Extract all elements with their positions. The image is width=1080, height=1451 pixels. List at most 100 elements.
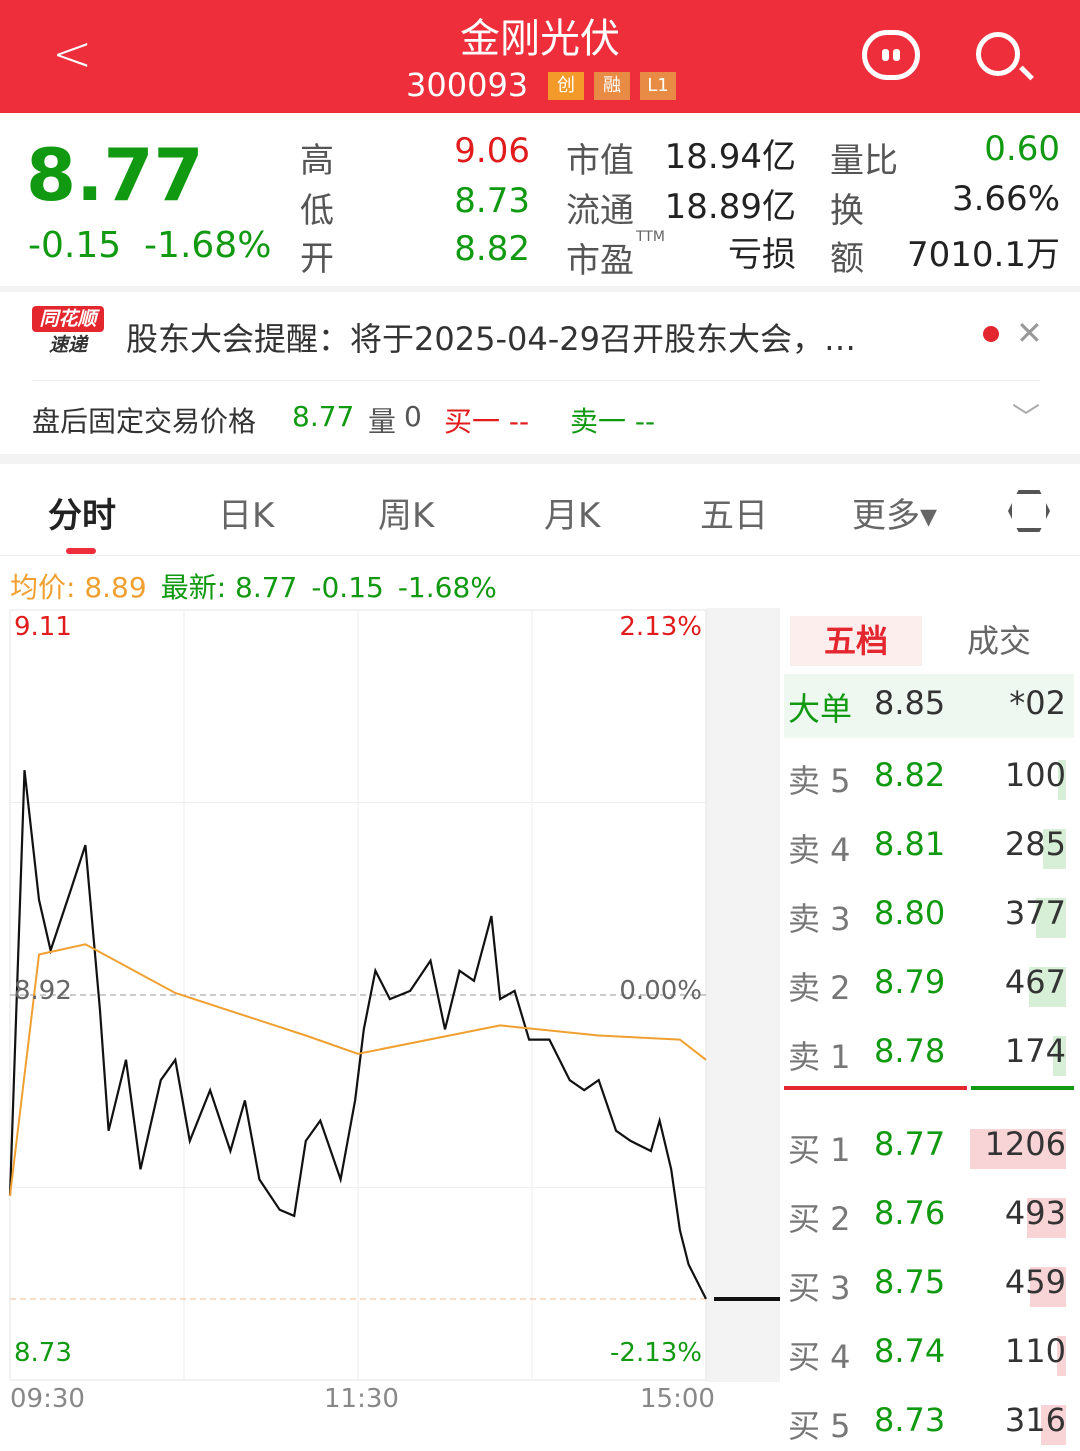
y-pct-mid: 0.00% <box>619 976 702 1006</box>
big-order-row: 大单 8.85 *02 <box>784 674 1074 738</box>
price-change: -0.15 -1.68% <box>28 225 271 266</box>
ask-label: 卖 3 <box>788 900 851 938</box>
ask-volume-bar <box>1036 898 1066 938</box>
after-hours-vol-label: 量 <box>368 405 397 438</box>
quote-panel: 8.77 -0.15 -1.68% 高 低 开 9.06 8.73 8.82 市… <box>0 113 1080 290</box>
ask-volume-bar <box>1043 829 1066 869</box>
tab-five-day[interactable]: 五日 <box>700 496 768 536</box>
ask-row: 卖 5 8.82 100 <box>784 746 1074 806</box>
tab-intraday[interactable]: 分时 <box>48 496 116 536</box>
legend-latest: 最新: 8.77 <box>160 571 298 604</box>
low-label: 低 <box>300 191 334 231</box>
ask-volume: 285 <box>1004 825 1066 863</box>
pe-ttm-label: TTM <box>636 229 665 245</box>
logo-bottom: 速递 <box>48 334 87 356</box>
y-label-top: 9.11 <box>14 612 72 642</box>
bid-volume-bar <box>970 1129 1066 1169</box>
divider <box>0 286 1080 292</box>
ask-volume: 467 <box>1004 963 1066 1001</box>
search-icon[interactable] <box>976 32 1020 76</box>
pe-label: 市盈 <box>566 241 634 281</box>
after-hours-row[interactable]: 盘后固定交易价格 8.77 量 0 买一 -- 卖一 -- ﹀ <box>0 400 1080 440</box>
current-price: 8.77 <box>26 133 204 217</box>
bid-label: 买 4 <box>788 1338 851 1376</box>
bid-row: 买 3 8.75 459 <box>784 1253 1074 1313</box>
x-label-noon: 11:30 <box>324 1384 399 1414</box>
y-pct-top: 2.13% <box>619 612 702 642</box>
badge-chuang: 创 <box>548 72 584 100</box>
ask-label: 卖 4 <box>788 831 851 869</box>
mktcap-label: 市值 <box>566 141 634 181</box>
big-order-vol: *02 <box>1009 684 1066 722</box>
bid-price: 8.76 <box>874 1194 946 1232</box>
x-label-close: 15:00 <box>640 1384 715 1414</box>
tab-more[interactable]: 更多▾ <box>852 496 938 536</box>
ask-price: 8.79 <box>874 963 946 1001</box>
divider <box>0 454 1080 464</box>
settings-gear-icon[interactable] <box>1008 490 1050 532</box>
tab-daily-k[interactable]: 日K <box>218 496 275 536</box>
assistant-robot-icon[interactable] <box>862 30 920 80</box>
tab-weekly-k[interactable]: 周K <box>378 496 435 536</box>
tab-monthly-k[interactable]: 月K <box>544 496 601 536</box>
chevron-down-icon[interactable]: ﹀ <box>1012 401 1041 434</box>
bid-volume: 316 <box>1004 1401 1066 1439</box>
ask-price: 8.82 <box>874 756 946 794</box>
bid-row: 买 2 8.76 493 <box>784 1184 1074 1244</box>
after-hours-area <box>706 608 780 1382</box>
legend-pct: -1.68% <box>397 571 497 604</box>
pe-value: 亏损 <box>728 235 796 275</box>
change-value: -0.15 <box>28 225 122 266</box>
back-icon[interactable]: < <box>52 26 93 82</box>
close-icon[interactable]: ✕ <box>1016 314 1043 352</box>
bid-volume: 1206 <box>984 1125 1066 1163</box>
after-hours-label: 盘后固定交易价格 <box>32 405 257 438</box>
ask-volume-bar <box>1053 1036 1066 1076</box>
y-label-mid: 8.92 <box>14 976 72 1006</box>
ask-row: 卖 2 8.79 467 <box>784 953 1074 1013</box>
ask-row: 卖 1 8.78 174 <box>784 1022 1074 1082</box>
bid-row: 买 1 8.77 1206 <box>784 1115 1074 1175</box>
badge-rong: 融 <box>594 72 630 100</box>
notice-text[interactable]: 股东大会提醒：将于2025-04-29召开股东大会，… <box>126 320 856 358</box>
bid-row: 买 5 8.73 316 <box>784 1391 1074 1451</box>
open-value: 8.82 <box>454 229 530 269</box>
notice-banner[interactable]: 同花顺 速递 股东大会提醒：将于2025-04-29召开股东大会，… <box>0 296 1080 380</box>
open-label: 开 <box>300 239 334 279</box>
low-value: 8.73 <box>454 181 530 221</box>
volratio-label: 量比 <box>830 141 898 181</box>
tab-trades[interactable]: 成交 <box>966 622 1031 660</box>
big-order-label: 大单 <box>788 690 853 728</box>
ask-row: 卖 3 8.80 377 <box>784 884 1074 944</box>
intraday-chart[interactable] <box>0 600 784 1412</box>
after-hours-sell: 卖一 -- <box>570 405 656 438</box>
bid-volume-bar <box>1057 1336 1066 1376</box>
after-hours-price: 8.77 <box>292 400 355 433</box>
ask-price: 8.81 <box>874 825 946 863</box>
amount-label: 额 <box>830 239 864 279</box>
avg-price-line <box>9 943 707 1196</box>
bid-volume-bar <box>1030 1267 1066 1307</box>
after-hours-vol: 0 <box>404 400 422 433</box>
unread-dot-icon <box>983 326 999 342</box>
turnover-label: 换 <box>830 191 864 231</box>
ask-volume: 174 <box>1004 1032 1066 1070</box>
stock-name: 金刚光伏 <box>460 16 620 62</box>
y-label-bottom: 8.73 <box>14 1338 72 1368</box>
bid-volume: 110 <box>1004 1332 1066 1370</box>
amount-value: 7010.1万 <box>907 235 1060 275</box>
legend-avg: 均价: 8.89 <box>10 571 147 604</box>
high-value: 9.06 <box>454 131 530 171</box>
ask-label: 卖 5 <box>788 762 851 800</box>
ask-price: 8.78 <box>874 1032 946 1070</box>
big-order-price: 8.85 <box>874 684 946 722</box>
logo-top: 同花顺 <box>32 306 104 332</box>
tab-five-levels[interactable]: 五档 <box>790 616 922 666</box>
ask-volume-bar <box>1029 967 1066 1007</box>
chart-legend: 均价: 8.89 最新: 8.77 -0.15 -1.68% <box>10 566 511 606</box>
bid-label: 买 2 <box>788 1200 851 1238</box>
tonghuashun-express-logo: 同花顺 速递 <box>32 306 104 364</box>
chart-tabs: 分时 日K 周K 月K 五日 更多▾ <box>0 466 1080 556</box>
y-pct-bottom: -2.13% <box>610 1338 702 1368</box>
turnover-value: 3.66% <box>951 179 1060 219</box>
